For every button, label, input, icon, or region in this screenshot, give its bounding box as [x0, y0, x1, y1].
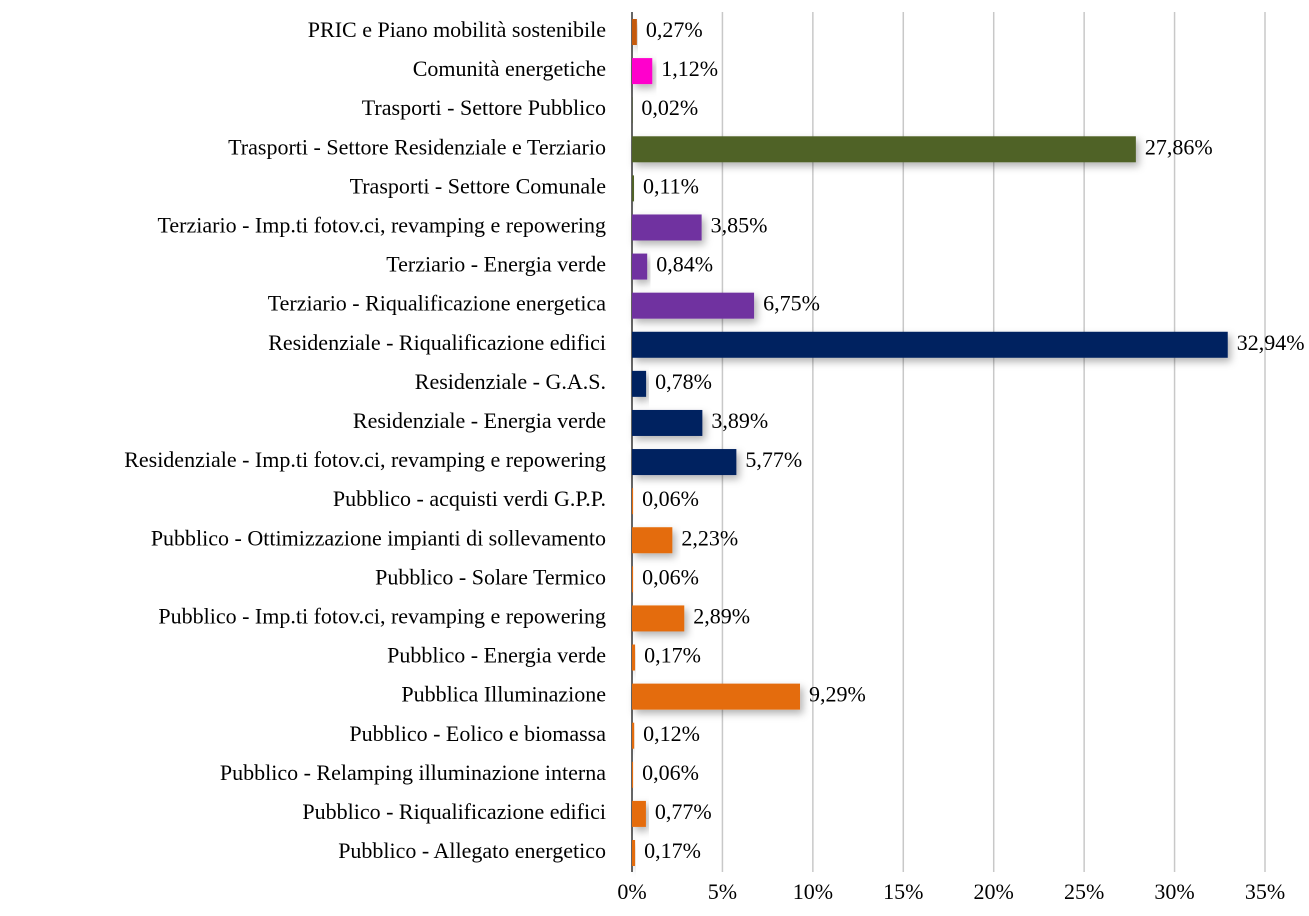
value-label: 5,77% [745, 447, 802, 472]
x-tick-label: 25% [1064, 879, 1104, 904]
bar [632, 800, 646, 827]
bar [632, 409, 703, 436]
x-tick-label: 0% [617, 879, 646, 904]
bar [632, 683, 801, 710]
bar [632, 136, 1136, 163]
y-tick-label: Pubblico - Ottimizzazione impianti di so… [151, 525, 606, 550]
y-tick-label: Trasporti - Settore Residenziale e Terzi… [228, 134, 606, 159]
y-tick-label: Pubblica Illuminazione [401, 682, 606, 707]
y-tick-label: Pubblico - Solare Termico [375, 564, 606, 589]
y-tick-label: Pubblico - Allegato energetico [338, 838, 606, 863]
value-label: 6,75% [763, 291, 820, 316]
value-label: 0,06% [642, 486, 699, 511]
x-tick-label: 20% [974, 879, 1014, 904]
value-label: 0,78% [655, 369, 712, 394]
x-tick-label: 5% [708, 879, 737, 904]
y-tick-label: Residenziale - Energia verde [353, 408, 606, 433]
x-tick-label: 10% [793, 879, 833, 904]
value-label: 0,06% [642, 564, 699, 589]
value-label: 0,84% [656, 252, 713, 277]
y-tick-label: Residenziale - Imp.ti fotov.ci, revampin… [124, 447, 606, 472]
y-tick-label: Pubblico - Relamping illuminazione inter… [220, 760, 606, 785]
value-label: 0,06% [642, 760, 699, 785]
x-tick-label: 15% [883, 879, 923, 904]
bar [632, 292, 755, 319]
value-label: 0,02% [641, 95, 698, 120]
value-label: 32,94% [1237, 330, 1305, 355]
y-tick-label: Trasporti - Settore Comunale [350, 173, 606, 198]
value-label: 0,11% [643, 173, 699, 198]
y-tick-label: Comunità energetiche [413, 56, 606, 81]
y-tick-label: Terziario - Energia verde [386, 252, 606, 277]
value-label: 2,23% [681, 525, 738, 550]
y-tick-label: Pubblico - acquisti verdi G.P.P. [333, 486, 606, 511]
y-tick-label: Residenziale - Riqualificazione edifici [268, 330, 606, 355]
y-tick-label: Trasporti - Settore Pubblico [362, 95, 606, 120]
value-label: 3,85% [711, 213, 768, 238]
value-label: 0,17% [644, 838, 701, 863]
bar [632, 644, 636, 671]
bar [632, 761, 634, 788]
y-tick-label: Terziario - Imp.ti fotov.ci, revamping e… [158, 213, 606, 238]
value-label: 3,89% [711, 408, 768, 433]
bar [632, 566, 634, 593]
bar [632, 175, 634, 202]
bar [632, 58, 653, 85]
bar [632, 253, 648, 280]
value-label: 1,12% [661, 56, 718, 81]
y-tick-label: Pubblico - Eolico e biomassa [349, 721, 606, 746]
value-label: 2,89% [693, 603, 750, 628]
value-label: 0,17% [644, 643, 701, 668]
bar [632, 605, 685, 632]
y-tick-label: Terziario - Riqualificazione energetica [268, 291, 606, 316]
bar [632, 331, 1228, 358]
y-tick-label: Pubblico - Imp.ti fotov.ci, revamping e … [158, 603, 606, 628]
y-tick-label: Residenziale - G.A.S. [415, 369, 606, 394]
value-label: 0,77% [655, 799, 712, 824]
bar [632, 722, 635, 749]
bar [632, 840, 636, 866]
bar [632, 527, 673, 554]
y-tick-label: Pubblico - Energia verde [387, 643, 606, 668]
value-label: 9,29% [809, 682, 866, 707]
x-tick-label: 35% [1245, 879, 1285, 904]
value-label: 27,86% [1145, 134, 1213, 159]
x-tick-label: 30% [1154, 879, 1194, 904]
bar [632, 488, 634, 515]
value-label: 0,27% [646, 17, 703, 42]
bar [632, 449, 737, 476]
bar [632, 19, 637, 45]
y-tick-label: PRIC e Piano mobilità sostenibile [308, 17, 606, 42]
y-tick-label: Pubblico - Riqualificazione edifici [302, 799, 606, 824]
value-label: 0,12% [643, 721, 700, 746]
bar [632, 214, 702, 241]
bar [632, 370, 647, 397]
